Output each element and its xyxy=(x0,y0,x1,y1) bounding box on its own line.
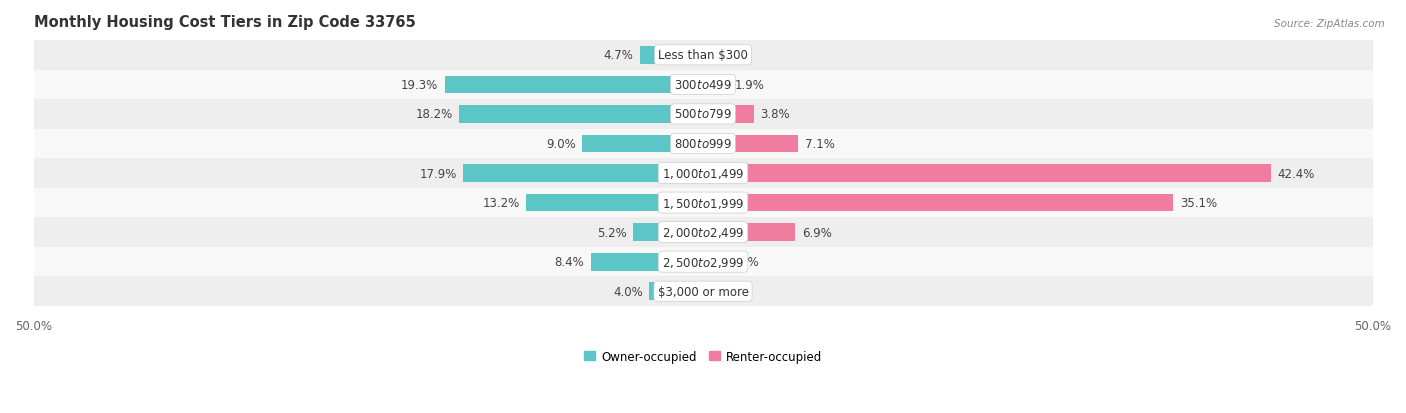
Text: 7.1%: 7.1% xyxy=(804,138,835,151)
Bar xyxy=(526,194,703,212)
Text: Source: ZipAtlas.com: Source: ZipAtlas.com xyxy=(1274,19,1385,28)
Text: 35.1%: 35.1% xyxy=(1180,197,1216,209)
Bar xyxy=(703,165,1271,183)
Bar xyxy=(34,129,1372,159)
Text: 4.0%: 4.0% xyxy=(613,285,643,298)
Text: $1,500 to $1,999: $1,500 to $1,999 xyxy=(662,196,744,210)
Text: 6.9%: 6.9% xyxy=(801,226,832,239)
Text: 42.4%: 42.4% xyxy=(1278,167,1315,180)
Legend: Owner-occupied, Renter-occupied: Owner-occupied, Renter-occupied xyxy=(583,350,823,363)
Text: $2,000 to $2,499: $2,000 to $2,499 xyxy=(662,225,744,240)
Bar xyxy=(34,100,1372,129)
Text: 3.8%: 3.8% xyxy=(761,108,790,121)
Text: 5.2%: 5.2% xyxy=(598,226,627,239)
Bar xyxy=(703,282,707,300)
Text: 0.29%: 0.29% xyxy=(714,285,751,298)
Bar xyxy=(640,47,703,64)
Text: $3,000 or more: $3,000 or more xyxy=(658,285,748,298)
Text: 19.3%: 19.3% xyxy=(401,79,437,92)
Bar xyxy=(34,159,1372,188)
Bar xyxy=(464,165,703,183)
Bar xyxy=(582,135,703,153)
Text: 1.9%: 1.9% xyxy=(735,79,765,92)
Text: 0.0%: 0.0% xyxy=(710,49,740,62)
Bar xyxy=(444,76,703,94)
Bar xyxy=(591,253,703,271)
Text: Less than $300: Less than $300 xyxy=(658,49,748,62)
Bar xyxy=(34,218,1372,247)
Bar xyxy=(703,76,728,94)
Text: Monthly Housing Cost Tiers in Zip Code 33765: Monthly Housing Cost Tiers in Zip Code 3… xyxy=(34,15,415,30)
Text: 9.0%: 9.0% xyxy=(546,138,576,151)
Bar xyxy=(34,71,1372,100)
Bar xyxy=(34,41,1372,71)
Text: 18.2%: 18.2% xyxy=(415,108,453,121)
Bar xyxy=(34,277,1372,306)
Text: 4.7%: 4.7% xyxy=(603,49,633,62)
Bar xyxy=(650,282,703,300)
Text: 1.5%: 1.5% xyxy=(730,256,759,268)
Bar xyxy=(34,247,1372,277)
Bar xyxy=(703,135,799,153)
Text: $500 to $799: $500 to $799 xyxy=(673,108,733,121)
Text: 17.9%: 17.9% xyxy=(419,167,457,180)
Text: 13.2%: 13.2% xyxy=(482,197,520,209)
Text: $2,500 to $2,999: $2,500 to $2,999 xyxy=(662,255,744,269)
Text: $800 to $999: $800 to $999 xyxy=(673,138,733,151)
Bar xyxy=(34,188,1372,218)
Text: 8.4%: 8.4% xyxy=(554,256,583,268)
Bar xyxy=(633,224,703,241)
Bar xyxy=(460,106,703,123)
Bar xyxy=(703,253,723,271)
Text: $1,000 to $1,499: $1,000 to $1,499 xyxy=(662,166,744,180)
Bar xyxy=(703,224,796,241)
Bar xyxy=(703,106,754,123)
Text: $300 to $499: $300 to $499 xyxy=(673,79,733,92)
Bar xyxy=(703,194,1173,212)
